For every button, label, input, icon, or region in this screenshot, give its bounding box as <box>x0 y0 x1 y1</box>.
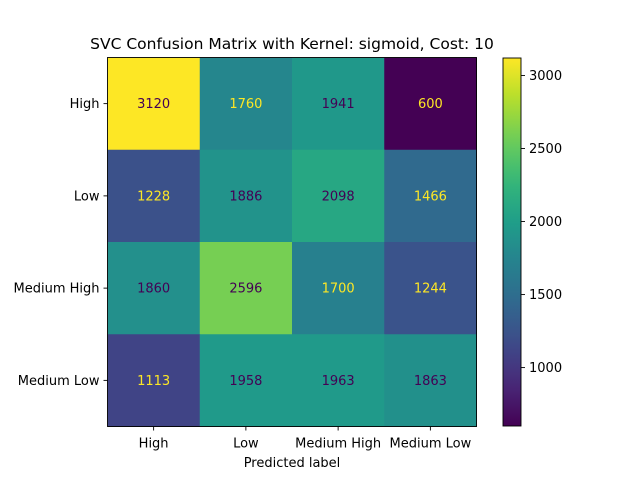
cell-value-label: 1760 <box>229 97 262 112</box>
heatmap-cell <box>292 149 385 243</box>
colorbar-tick-label: 3000 <box>529 69 562 84</box>
cell-value-label: 1963 <box>322 374 355 389</box>
heatmap-cell <box>107 149 201 243</box>
colorbar-tick-label: 1000 <box>529 361 562 376</box>
colorbar <box>502 57 522 427</box>
colorbar-tick-label: 1500 <box>529 288 562 303</box>
x-axis-label: Predicted label <box>244 456 341 471</box>
cell-value-label: 1958 <box>229 374 262 389</box>
cell-value-label: 1244 <box>414 282 447 297</box>
cell-value-label: 1466 <box>414 189 447 204</box>
heatmap-cell <box>292 242 385 335</box>
y-tick-label: Medium Low <box>18 374 100 389</box>
colorbar-tick-label: 2500 <box>529 142 562 157</box>
x-tick-label: Low <box>233 437 259 452</box>
y-tick-label: High <box>70 97 100 112</box>
cell-value-label: 1860 <box>137 282 170 297</box>
cell-value-label: 600 <box>418 97 443 112</box>
heatmap-cell <box>199 334 293 427</box>
cell-value-label: 1113 <box>137 374 170 389</box>
cell-value-label: 3120 <box>137 97 170 112</box>
cell-value-label: 1863 <box>414 374 447 389</box>
heatmap-cells: 3120 1760 1941 600 1228 1886 2098 1466 1860 2596 1… <box>107 57 477 427</box>
cell-value-label: 1886 <box>229 189 262 204</box>
heatmap-cell <box>199 149 293 243</box>
x-tick-label: Medium Low <box>390 437 472 452</box>
y-tick-label: Low <box>74 189 100 204</box>
y-tick-label: Medium High <box>14 282 100 297</box>
heatmap-cell <box>292 57 385 151</box>
x-tick-label: Medium High <box>295 437 381 452</box>
heatmap-cell <box>384 57 477 151</box>
heatmap-cell <box>384 149 477 243</box>
heatmap-cell <box>199 57 293 151</box>
colorbar-ticks: 1000 1500 2000 2500 3000 <box>521 69 562 376</box>
heatmap-cell <box>107 242 201 335</box>
y-axis: High Low Medium High Medium Low <box>14 97 108 389</box>
heatmap-cell <box>107 57 201 151</box>
plot-frame <box>107 57 477 427</box>
heatmap-cell <box>384 334 477 427</box>
cell-value-label: 1228 <box>137 189 170 204</box>
heatmap-cell <box>107 334 201 427</box>
x-tick-label: High <box>139 437 169 452</box>
colorbar-tick-label: 2000 <box>529 215 562 230</box>
heatmap-cell <box>199 242 293 335</box>
heatmap-cell <box>384 242 477 335</box>
cell-value-label: 2098 <box>322 189 355 204</box>
x-axis: High Low Medium High Medium Low <box>139 426 472 452</box>
heatmap-cell <box>292 334 385 427</box>
cell-value-label: 2596 <box>229 282 262 297</box>
cell-value-label: 1700 <box>322 282 355 297</box>
cell-value-label: 1941 <box>322 97 355 112</box>
chart-title: SVC Confusion Matrix with Kernel: sigmoi… <box>90 35 494 53</box>
